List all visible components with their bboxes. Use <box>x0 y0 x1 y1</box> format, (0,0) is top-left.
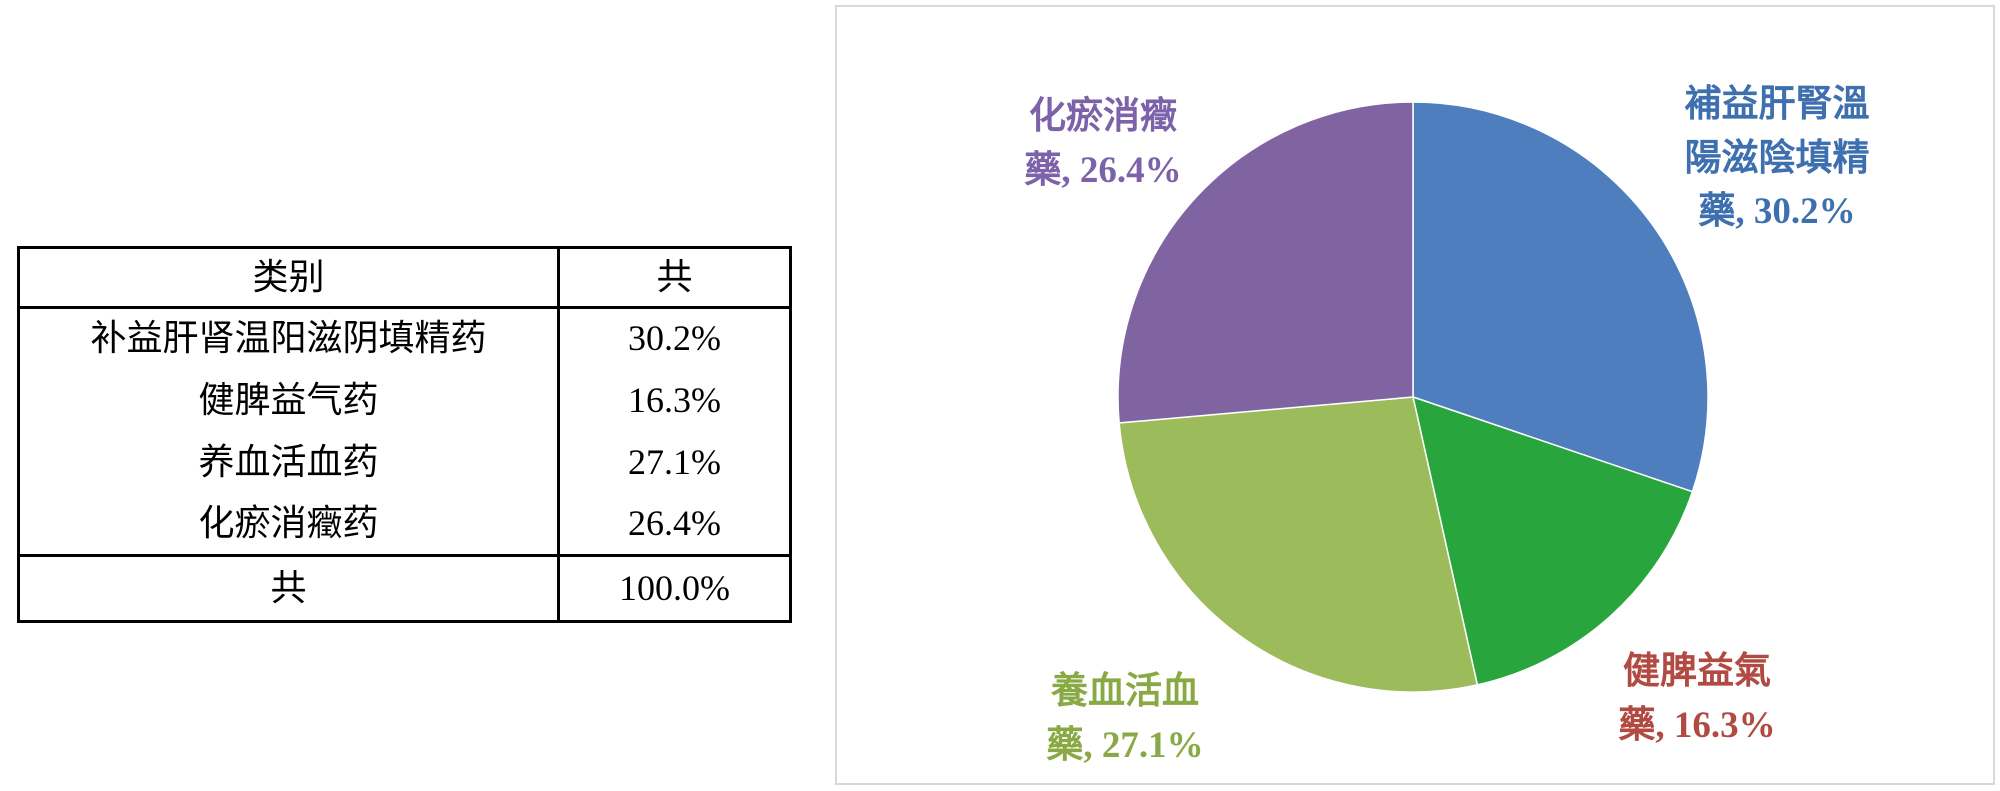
pie-label-huayuxiaozheng: 化瘀消癥 藥, 26.4% <box>983 90 1223 197</box>
pie-label-line: 化瘀消癥 <box>1029 96 1177 137</box>
pie-label-line: 養血活血 <box>1051 671 1199 712</box>
row-label: 养血活血药 <box>18 431 560 494</box>
pie-slice-2 <box>1118 396 1479 693</box>
pie-label-line: 健脾益氣 <box>1623 651 1771 692</box>
pie-chart <box>1117 101 1709 693</box>
pie-label-line: 藥, 26.4% <box>1024 149 1182 191</box>
pie-label-yangxuehuoxue: 養血活血 藥, 27.1% <box>1015 665 1235 772</box>
row-value: 16.3% <box>628 379 721 420</box>
table-header-row: 类别 共 <box>18 247 791 309</box>
pie-slice-1 <box>1411 395 1694 686</box>
row-label: 健脾益气药 <box>18 369 560 432</box>
row-label: 补益肝肾温阳滋阴填精药 <box>18 307 560 370</box>
row-value: 30.2% <box>628 318 721 359</box>
header-total: 共 <box>558 247 791 309</box>
table-row: 化瘀消癥药 26.4% <box>18 493 791 556</box>
table-total-row: 共 100.0% <box>18 554 791 622</box>
row-value: 27.1% <box>628 441 721 482</box>
pie-label-line: 藥, 16.3% <box>1618 704 1776 746</box>
table-row: 补益肝肾温阳滋阴填精药 30.2% <box>18 307 791 370</box>
row-value: 26.4% <box>628 502 721 543</box>
pie-label-line: 補益肝腎溫 <box>1684 84 1870 125</box>
pie-label-buyiganshen: 補益肝腎溫 陽滋陰填精 藥, 30.2% <box>1662 78 1892 239</box>
header-category: 类别 <box>18 247 560 309</box>
pie-label-line: 陽滋陰填精 <box>1684 137 1870 179</box>
pie-label-line: 藥, 30.2% <box>1698 191 1856 233</box>
pie-slice-0 <box>1412 101 1709 493</box>
table-row: 健脾益气药 16.3% <box>18 369 791 432</box>
table-row: 养血活血药 27.1% <box>18 431 791 494</box>
total-value: 100.0% <box>558 554 791 622</box>
pie-label-jianpiyiqi: 健脾益氣 藥, 16.3% <box>1587 645 1807 752</box>
row-label: 化瘀消癥药 <box>18 493 560 556</box>
pie-slice-3 <box>1117 101 1414 424</box>
category-summary-table: 类别 共 补益肝肾温阳滋阴填精药 30.2% 健脾益气药 16.3% 养血活血药… <box>17 246 792 623</box>
total-label: 共 <box>18 554 560 622</box>
pie-label-line: 藥, 27.1% <box>1046 724 1204 766</box>
